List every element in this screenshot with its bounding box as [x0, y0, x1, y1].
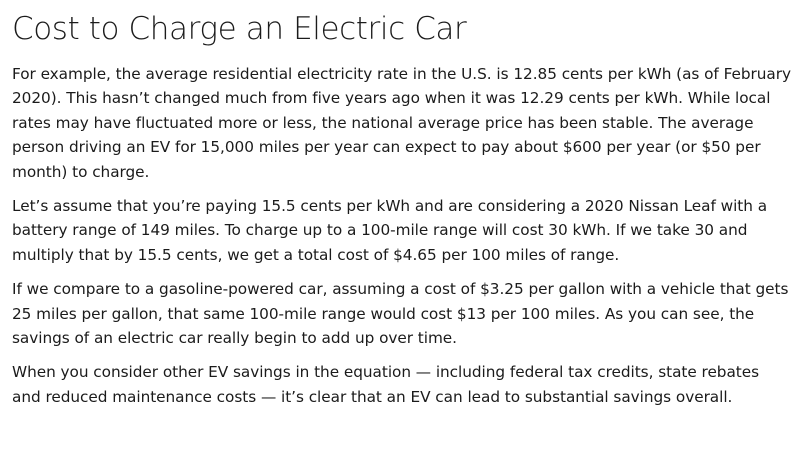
paragraph-electricity-rate: For example, the average residential ele… [12, 65, 791, 181]
paragraph-other-savings: When you consider other EV savings in th… [12, 363, 760, 406]
paragraph-nissan-leaf-example: Let’s assume that you’re paying 15.5 cen… [12, 197, 768, 264]
article-title: Cost to Charge an Electric Car [12, 11, 467, 47]
paragraph-gasoline-comparison: If we compare to a gasoline-powered car,… [12, 280, 789, 348]
article-content: Cost to Charge an Electric Car For examp… [12, 6, 792, 419]
